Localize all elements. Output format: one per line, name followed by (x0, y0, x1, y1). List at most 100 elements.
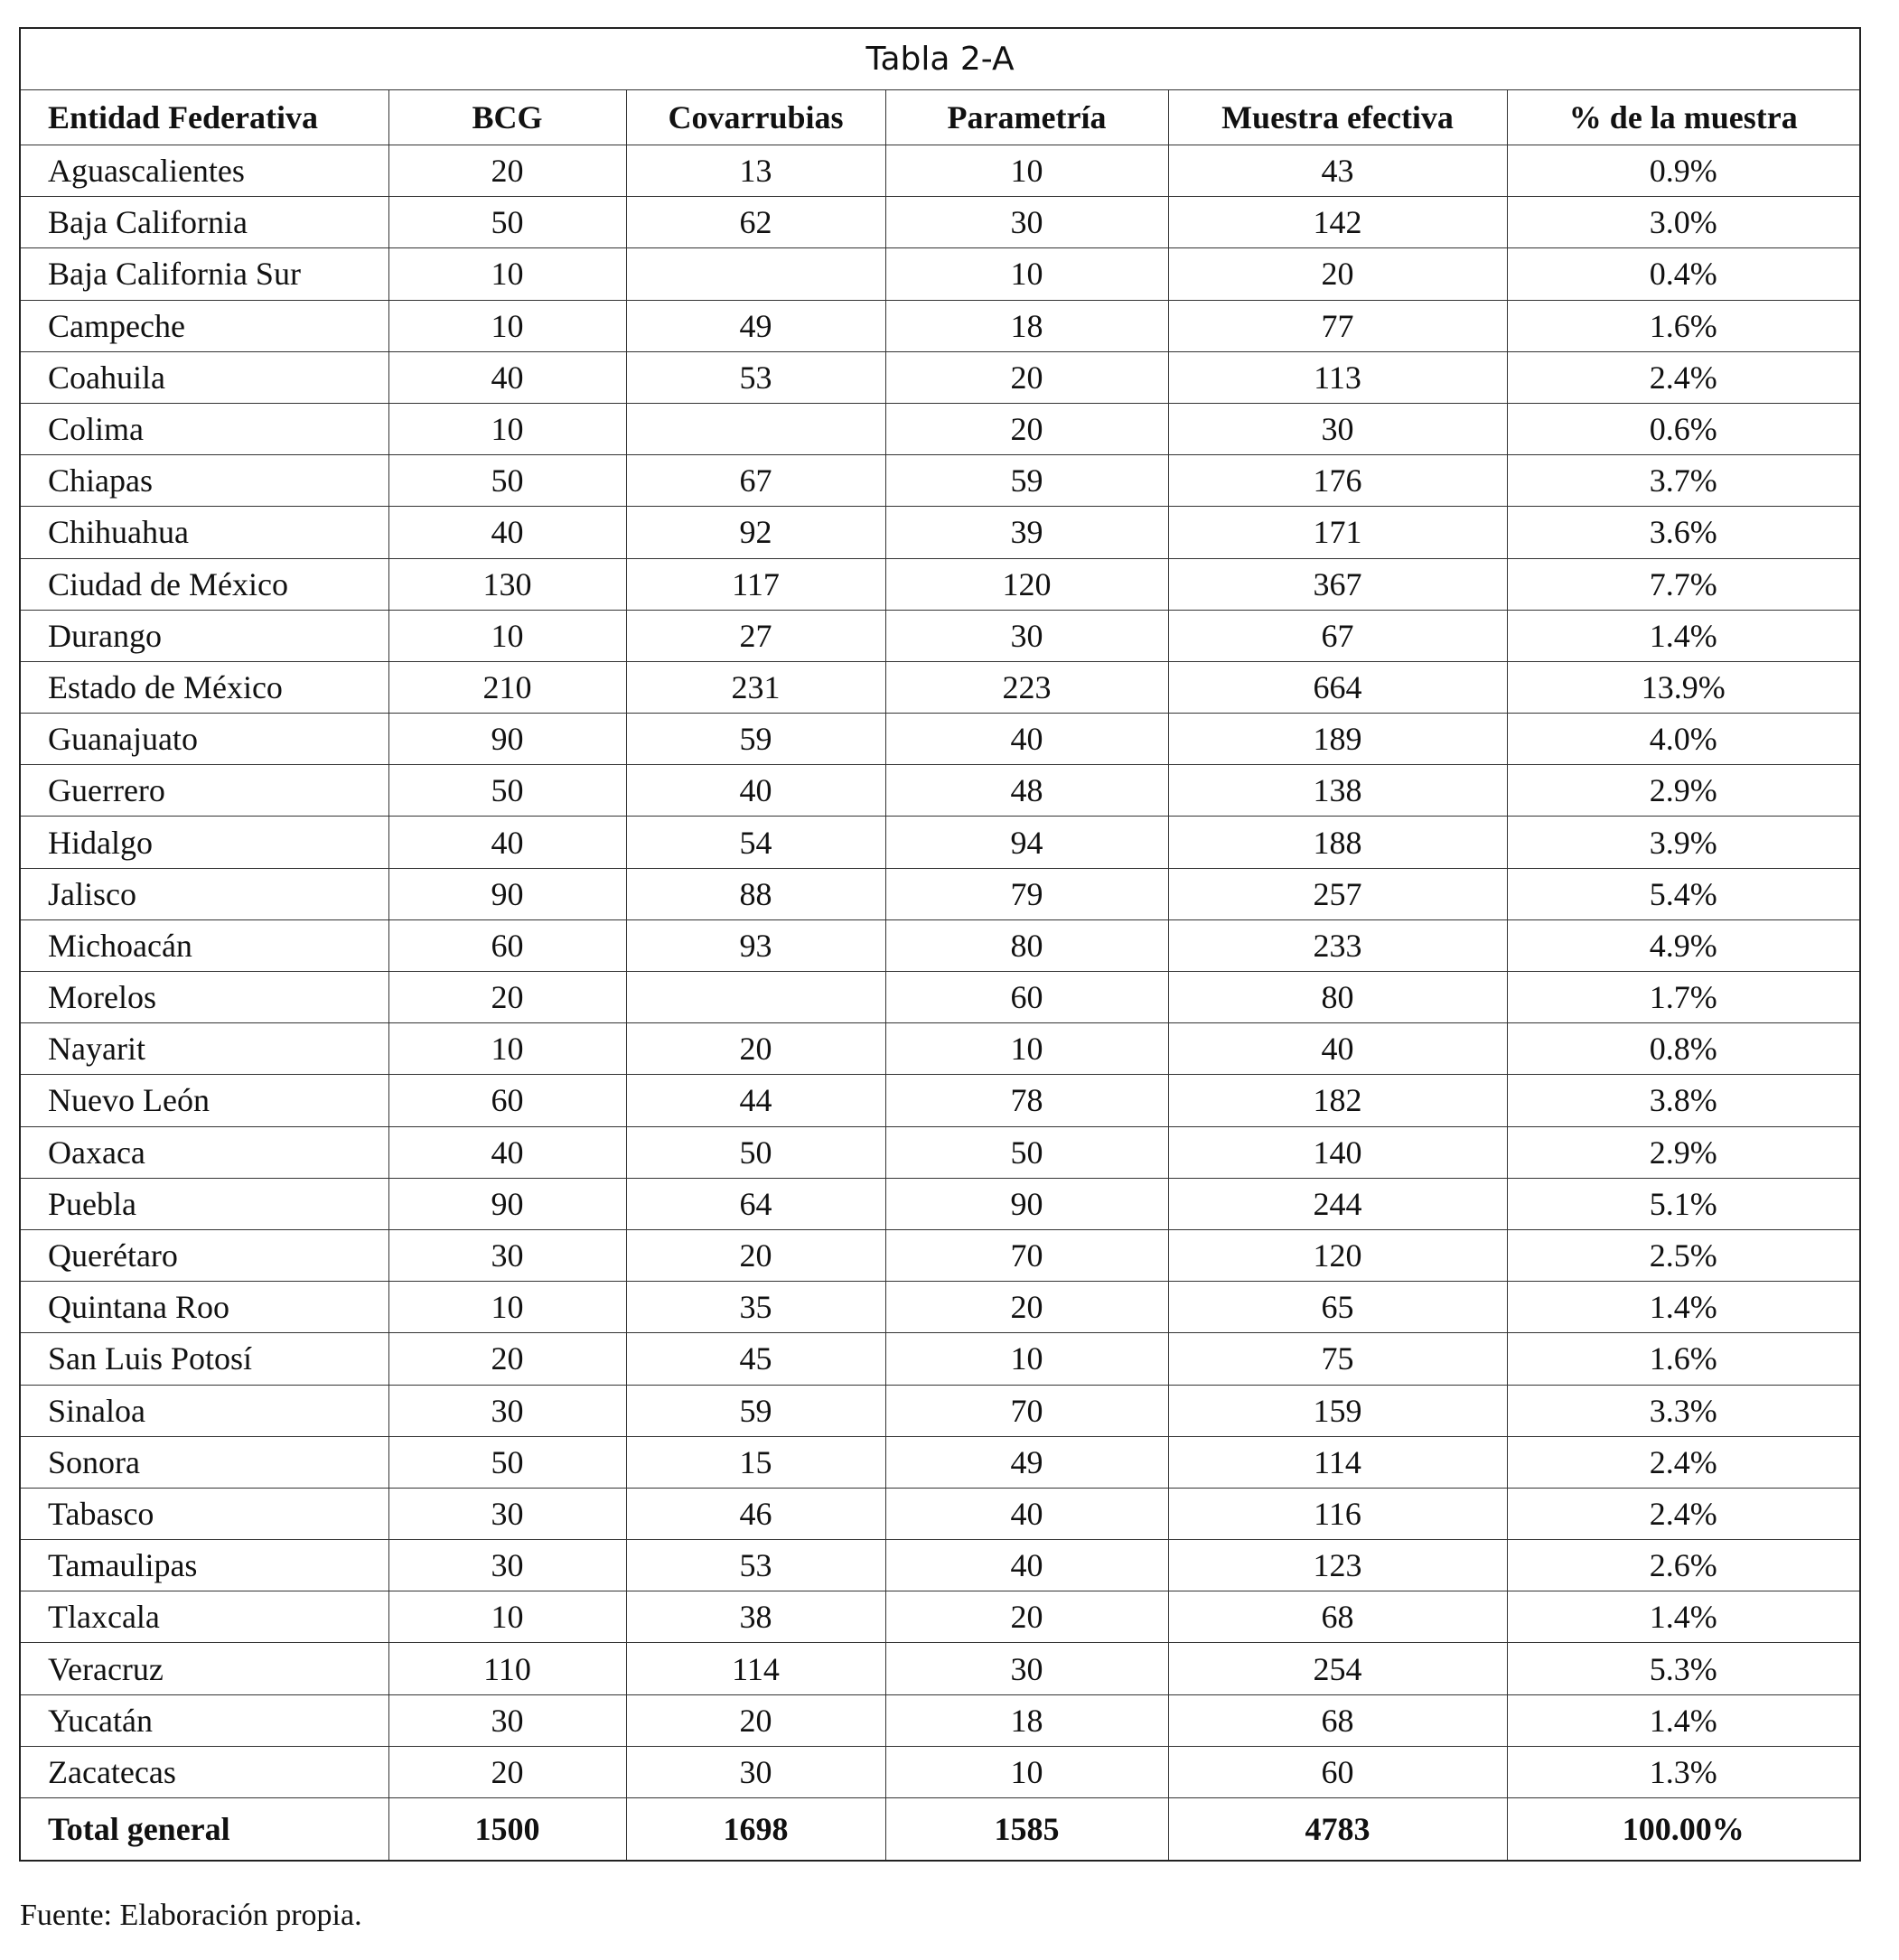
cell: 65 (1167, 1281, 1508, 1334)
table-row: Jalisco 90 88 79 257 5.4% (19, 867, 1861, 920)
table-row: Chiapas 50 67 59 176 3.7% (19, 454, 1861, 508)
cell: 244 (1167, 1177, 1508, 1230)
row-label: Ciudad de México (19, 557, 389, 611)
cell: 159 (1167, 1384, 1508, 1437)
row-label: Chihuahua (19, 506, 389, 559)
cell: 10 (388, 299, 627, 352)
cell: 40 (388, 816, 627, 869)
cell: 2.4% (1506, 350, 1861, 404)
cell: 113 (1167, 350, 1508, 404)
cell: 20 (884, 1591, 1169, 1644)
table-row: Morelos 20 60 80 1.7% (19, 970, 1861, 1024)
cell: 50 (388, 454, 627, 508)
cell: 49 (884, 1435, 1169, 1489)
cell: 50 (388, 764, 627, 817)
cell: 233 (1167, 919, 1508, 973)
row-label: Veracruz (19, 1642, 389, 1695)
cell: 117 (625, 557, 886, 611)
table-row: Estado de México 210 231 223 664 13.9% (19, 660, 1861, 714)
cell: 20 (388, 144, 627, 198)
cell: 40 (388, 350, 627, 404)
cell: 60 (1167, 1745, 1508, 1799)
cell: 90 (884, 1177, 1169, 1230)
table-row: Baja California Sur 10 10 20 0.4% (19, 247, 1861, 301)
cell: 10 (388, 609, 627, 662)
cell: 5.4% (1506, 867, 1861, 920)
row-label: Yucatán (19, 1694, 389, 1747)
cell: 75 (1167, 1332, 1508, 1386)
table-row: Nayarit 10 20 10 40 0.8% (19, 1022, 1861, 1076)
cell: 130 (388, 557, 627, 611)
cell: 2.4% (1506, 1435, 1861, 1489)
table-row: Colima 10 20 30 0.6% (19, 402, 1861, 456)
row-label: Durango (19, 609, 389, 662)
cell: 68 (1167, 1694, 1508, 1747)
cell: 60 (884, 970, 1169, 1024)
table-row: Puebla 90 64 90 244 5.1% (19, 1177, 1861, 1230)
cell: 1.7% (1506, 970, 1861, 1024)
cell: 92 (625, 506, 886, 559)
table-row: Yucatán 30 20 18 68 1.4% (19, 1694, 1861, 1747)
cell: 13 (625, 144, 886, 198)
cell: 10 (884, 144, 1169, 198)
row-label: Total general (19, 1797, 389, 1862)
cell: 1.6% (1506, 299, 1861, 352)
row-label: Hidalgo (19, 816, 389, 869)
row-label: Guerrero (19, 764, 389, 817)
cell: 30 (388, 1487, 627, 1541)
row-label: Coahuila (19, 350, 389, 404)
cell: 1.4% (1506, 1281, 1861, 1334)
cell: 53 (625, 1539, 886, 1592)
cell: 78 (884, 1074, 1169, 1127)
cell: 40 (388, 506, 627, 559)
header-cell: Muestra efectiva (1167, 89, 1508, 145)
total-cell: 1698 (625, 1797, 886, 1862)
table-row: Tamaulipas 30 53 40 123 2.6% (19, 1539, 1861, 1592)
row-label: Campeche (19, 299, 389, 352)
cell: 231 (625, 660, 886, 714)
cell: 140 (1167, 1125, 1508, 1179)
cell: 1.3% (1506, 1745, 1861, 1799)
cell: 0.4% (1506, 247, 1861, 301)
cell: 1.4% (1506, 1694, 1861, 1747)
cell: 664 (1167, 660, 1508, 714)
cell: 4.9% (1506, 919, 1861, 973)
cell: 40 (884, 1487, 1169, 1541)
cell: 171 (1167, 506, 1508, 559)
table-row: Querétaro 30 20 70 120 2.5% (19, 1228, 1861, 1283)
row-label: Baja California (19, 196, 389, 249)
cell: 10 (388, 1022, 627, 1076)
cell: 70 (884, 1228, 1169, 1283)
cell: 80 (884, 919, 1169, 973)
cell: 257 (1167, 867, 1508, 920)
table-row: Aguascalientes 20 13 10 43 0.9% (19, 144, 1861, 198)
cell: 90 (388, 1177, 627, 1230)
cell: 50 (388, 1435, 627, 1489)
cell: 30 (1167, 402, 1508, 456)
cell: 67 (625, 454, 886, 508)
cell: 1.6% (1506, 1332, 1861, 1386)
cell: 79 (884, 867, 1169, 920)
cell: 120 (884, 557, 1169, 611)
cell: 43 (1167, 144, 1508, 198)
table-row: Coahuila 40 53 20 113 2.4% (19, 350, 1861, 404)
cell: 10 (388, 1281, 627, 1334)
total-row: Total general 1500 1698 1585 4783 100.00% (19, 1797, 1861, 1862)
cell: 62 (625, 196, 886, 249)
table-row: Sonora 50 15 49 114 2.4% (19, 1435, 1861, 1489)
row-label: Baja California Sur (19, 247, 389, 301)
cell: 46 (625, 1487, 886, 1541)
header-cell: Entidad Federativa (19, 89, 389, 145)
cell: 254 (1167, 1642, 1508, 1695)
cell: 138 (1167, 764, 1508, 817)
row-label: Quintana Roo (19, 1281, 389, 1334)
cell: 40 (884, 1539, 1169, 1592)
cell: 189 (1167, 713, 1508, 766)
table-row: Tlaxcala 10 38 20 68 1.4% (19, 1591, 1861, 1644)
empty-cell (625, 970, 886, 1024)
cell: 90 (388, 713, 627, 766)
cell: 68 (1167, 1591, 1508, 1644)
cell: 39 (884, 506, 1169, 559)
row-label: Zacatecas (19, 1745, 389, 1799)
